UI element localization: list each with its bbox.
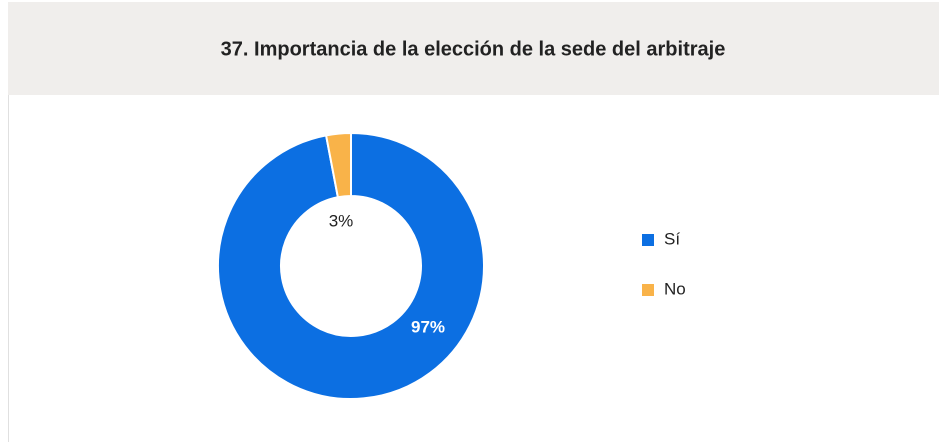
donut-slice: [324, 131, 352, 199]
legend-label: No: [664, 279, 686, 298]
legend-swatch: [642, 234, 654, 246]
legend-label: Sí: [664, 229, 680, 248]
data-label: 97%: [411, 317, 445, 336]
donut-slice: [217, 131, 485, 400]
chart-title: 37. Importancia de la elección de la sed…: [221, 38, 726, 60]
data-label: 3%: [329, 211, 354, 230]
legend-swatch: [642, 284, 654, 296]
title-bar: [8, 2, 939, 95]
